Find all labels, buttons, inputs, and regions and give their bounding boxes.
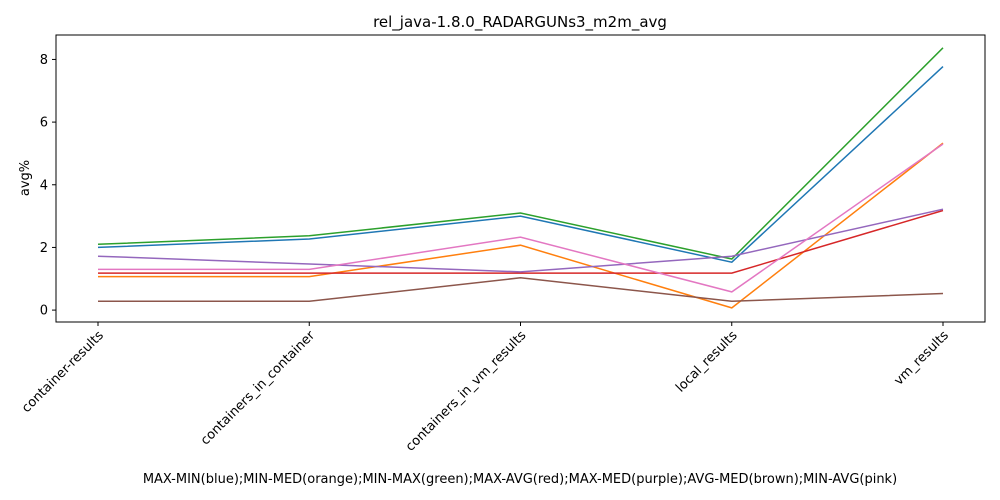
x-tick-label: container-results — [19, 328, 107, 416]
series-line-2 — [97, 47, 944, 260]
x-tick-label: containers_in_vm_results — [403, 328, 529, 454]
series-line-1 — [98, 142, 944, 309]
x-axis-label: MAX-MIN(blue);MIN-MED(orange);MIN-MAX(gr… — [143, 472, 897, 487]
series-lines — [97, 47, 944, 309]
x-tick-label: local_results — [673, 328, 741, 396]
series-line-4 — [97, 208, 944, 273]
x-tick-label: containers_in_container — [198, 328, 319, 449]
y-tick-label: 4 — [40, 178, 48, 193]
series-line-3 — [98, 209, 944, 274]
chart-title: rel_java-1.8.0_RADARGUNs3_m2m_avg — [373, 13, 667, 32]
y-tick-label: 2 — [40, 241, 48, 256]
y-axis: 0 2 4 6 8 — [40, 53, 56, 319]
plot-frame — [55, 34, 986, 323]
x-tick-label: vm_results — [891, 328, 952, 389]
series-line-0 — [97, 66, 944, 264]
x-axis: container-results containers_in_container… — [19, 322, 952, 455]
y-tick-label: 8 — [40, 53, 48, 68]
y-tick-label: 6 — [40, 116, 48, 131]
series-line-6 — [98, 143, 944, 293]
series-line-5 — [98, 277, 944, 303]
y-axis-label: avg% — [18, 160, 33, 196]
y-tick-label: 0 — [40, 304, 48, 319]
